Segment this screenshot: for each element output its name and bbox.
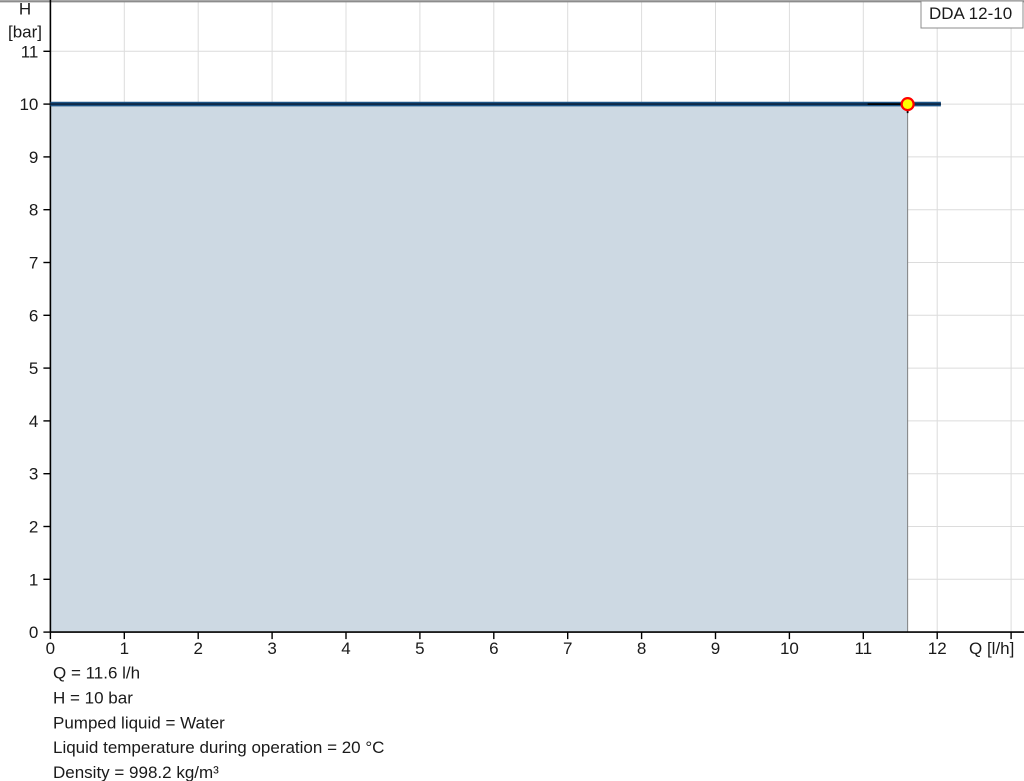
- svg-text:11: 11: [21, 42, 39, 61]
- svg-text:5: 5: [415, 639, 424, 658]
- svg-text:Q [l/h]: Q [l/h]: [969, 639, 1014, 658]
- svg-text:9: 9: [29, 148, 38, 167]
- svg-text:9: 9: [711, 639, 720, 658]
- svg-text:6: 6: [29, 306, 38, 325]
- svg-text:DDA 12-10: DDA 12-10: [929, 4, 1012, 23]
- svg-text:[bar]: [bar]: [8, 22, 42, 41]
- svg-text:Liquid temperature during oper: Liquid temperature during operation = 20…: [53, 738, 384, 757]
- svg-text:1: 1: [120, 639, 129, 658]
- svg-text:5: 5: [29, 359, 38, 378]
- svg-text:4: 4: [341, 639, 350, 658]
- svg-text:10: 10: [780, 639, 799, 658]
- svg-text:8: 8: [637, 639, 646, 658]
- svg-text:11: 11: [854, 639, 872, 658]
- svg-text:Density = 998.2 kg/m³: Density = 998.2 kg/m³: [53, 763, 219, 781]
- svg-text:6: 6: [489, 639, 498, 658]
- svg-text:4: 4: [29, 412, 38, 431]
- svg-text:2: 2: [29, 518, 38, 537]
- svg-text:H = 10 bar: H = 10 bar: [53, 688, 133, 707]
- svg-text:0: 0: [29, 623, 38, 642]
- svg-text:3: 3: [267, 639, 276, 658]
- svg-text:Pumped liquid = Water: Pumped liquid = Water: [53, 713, 225, 732]
- svg-text:0: 0: [46, 639, 55, 658]
- svg-text:12: 12: [928, 639, 947, 658]
- svg-text:2: 2: [193, 639, 202, 658]
- svg-text:1: 1: [29, 570, 38, 589]
- svg-text:7: 7: [563, 639, 572, 658]
- svg-text:10: 10: [19, 95, 38, 114]
- svg-text:7: 7: [29, 254, 38, 273]
- svg-text:8: 8: [29, 201, 38, 220]
- svg-text:3: 3: [29, 465, 38, 484]
- svg-text:H: H: [19, 0, 31, 19]
- svg-text:Q = 11.6 l/h: Q = 11.6 l/h: [53, 664, 140, 683]
